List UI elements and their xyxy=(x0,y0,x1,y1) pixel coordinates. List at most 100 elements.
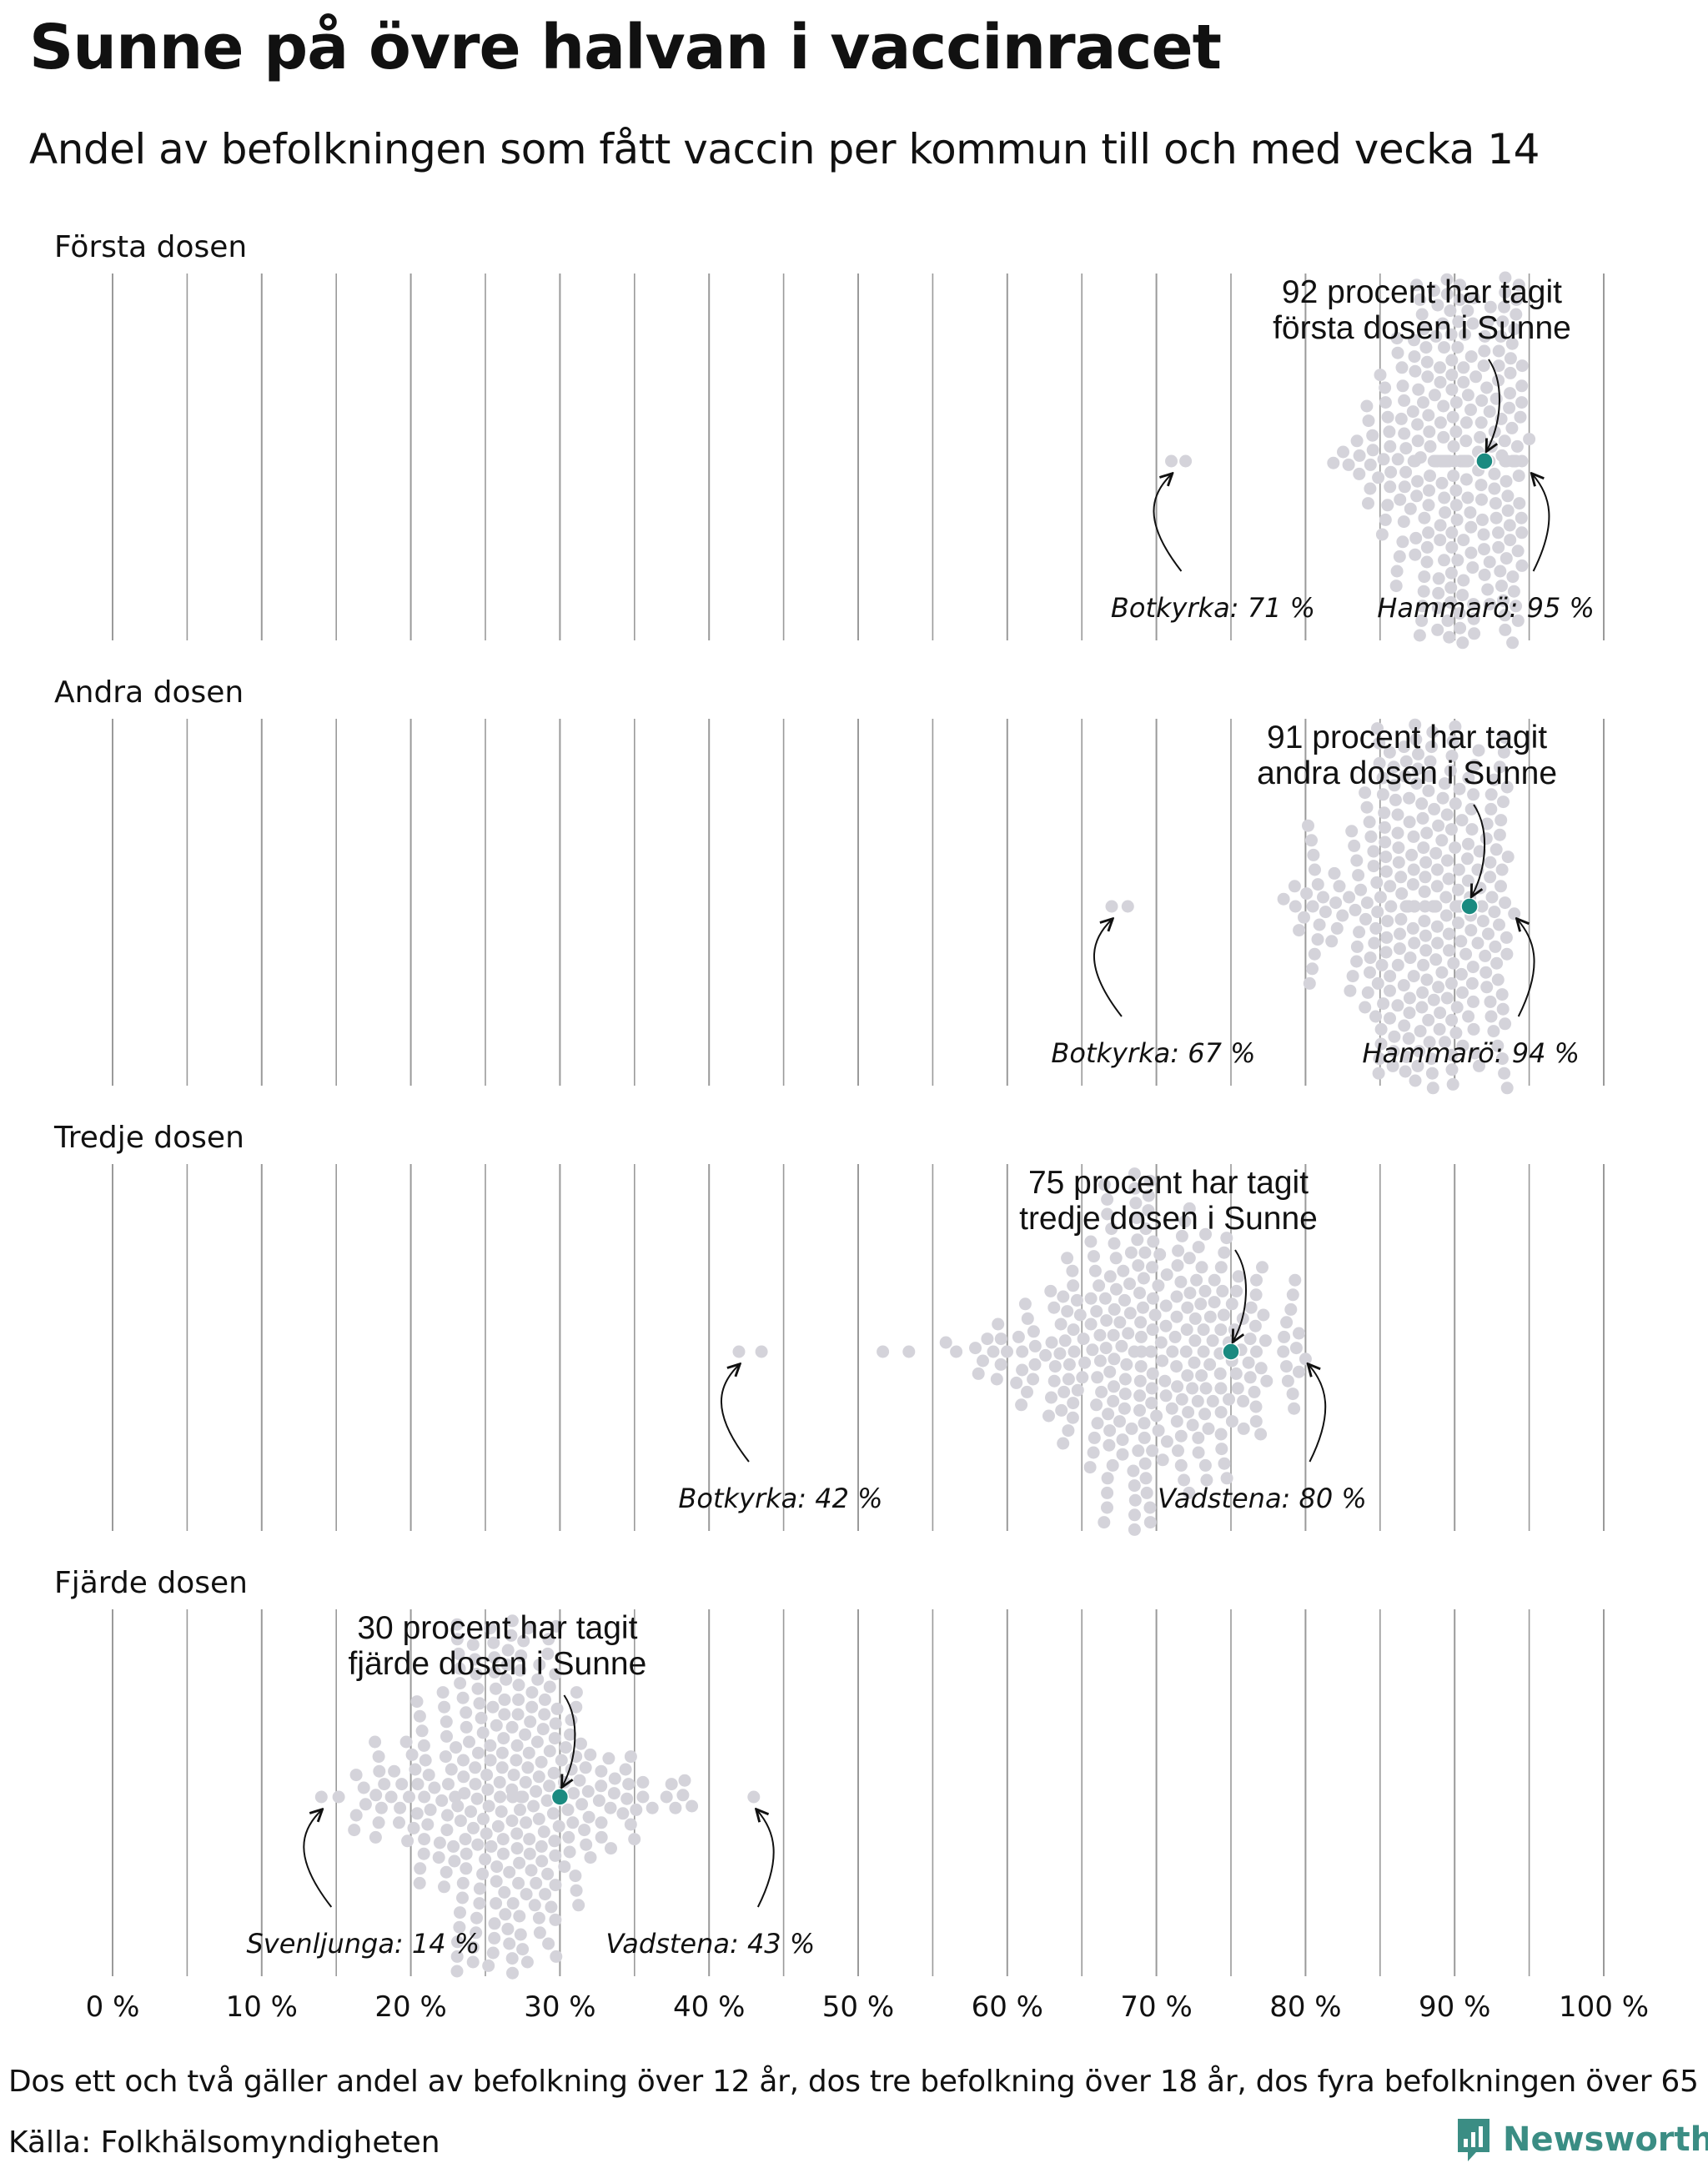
municipality-dot xyxy=(1397,979,1410,992)
municipality-dot xyxy=(510,1739,524,1752)
municipality-dot xyxy=(616,1807,630,1820)
municipality-dot xyxy=(592,1794,605,1807)
municipality-dot xyxy=(1459,947,1473,961)
municipality-dot xyxy=(1027,1325,1040,1338)
x-tick-label: 90 % xyxy=(1419,1990,1490,2024)
municipality-dot xyxy=(582,1810,595,1824)
municipality-dot xyxy=(546,1807,560,1820)
municipality-dot xyxy=(471,1682,485,1695)
municipality-dot xyxy=(636,1775,650,1789)
municipality-dot xyxy=(1501,504,1515,517)
municipality-dot xyxy=(1361,986,1374,999)
municipality-dot xyxy=(1373,1052,1386,1066)
municipality-dot xyxy=(1499,1017,1512,1031)
municipality-dot xyxy=(1488,482,1501,495)
municipality-dot xyxy=(570,1884,583,1897)
municipality-dot xyxy=(1128,1508,1141,1522)
highlight-annotation: tredje dosen i Sunne xyxy=(1019,1201,1318,1237)
municipality-dot xyxy=(595,1764,608,1778)
low-value-arrow xyxy=(303,1810,333,1908)
municipality-dot xyxy=(1045,1391,1057,1404)
municipality-dot xyxy=(1128,1493,1142,1507)
municipality-dot xyxy=(563,1845,576,1859)
municipality-dot xyxy=(1500,780,1514,794)
municipality-dot xyxy=(1451,341,1464,354)
municipality-dot xyxy=(1289,1342,1303,1355)
municipality-dot xyxy=(1388,779,1401,792)
municipality-dot xyxy=(1428,284,1440,297)
municipality-dot xyxy=(470,1926,483,1940)
municipality-dot xyxy=(572,1899,585,1912)
municipality-dot xyxy=(413,1876,426,1889)
municipality-dot xyxy=(498,1708,511,1721)
municipality-dot xyxy=(547,1766,560,1779)
municipality-dot xyxy=(1500,552,1513,565)
municipality-dot xyxy=(1383,745,1396,759)
municipality-dot xyxy=(1134,1360,1148,1373)
municipality-dot xyxy=(1130,1211,1143,1224)
municipality-dot xyxy=(415,1724,429,1738)
municipality-dot xyxy=(1028,1358,1042,1371)
municipality-dot xyxy=(1499,271,1512,284)
municipality-dot xyxy=(1444,328,1458,341)
municipality-dot xyxy=(1188,1356,1201,1369)
municipality-dot xyxy=(1422,499,1435,512)
municipality-dot xyxy=(524,1715,537,1729)
municipality-dot xyxy=(1061,1252,1074,1265)
municipality-dot xyxy=(1353,449,1366,462)
municipality-dot xyxy=(994,1358,1007,1371)
municipality-dot xyxy=(1360,800,1374,814)
municipality-dot xyxy=(575,1798,589,1811)
municipality-dot xyxy=(1432,819,1445,832)
municipality-dot xyxy=(1391,346,1404,359)
municipality-dot xyxy=(1434,519,1447,532)
municipality-dot xyxy=(1057,1290,1070,1303)
municipality-dot xyxy=(1249,1415,1263,1428)
municipality-dot xyxy=(1369,921,1383,935)
municipality-dot xyxy=(485,1839,498,1853)
municipality-dot xyxy=(569,1869,582,1883)
municipality-dot xyxy=(1403,791,1416,805)
municipality-dot xyxy=(1384,465,1398,479)
municipality-dot xyxy=(1462,771,1475,785)
municipality-dot xyxy=(1165,454,1178,468)
municipality-dot xyxy=(1466,561,1479,575)
municipality-dot xyxy=(332,1790,345,1804)
municipality-dot xyxy=(506,1897,520,1910)
municipality-dot xyxy=(505,1629,518,1642)
municipality-dot xyxy=(1367,860,1380,873)
municipality-dot xyxy=(1319,906,1332,919)
municipality-dot xyxy=(1066,1411,1079,1424)
municipality-dot xyxy=(1071,1383,1084,1397)
municipality-dot xyxy=(1440,991,1454,1005)
municipality-dot xyxy=(1105,1222,1118,1236)
municipality-dot xyxy=(1254,1428,1268,1441)
panel-label: Andra dosen xyxy=(54,675,244,710)
x-axis: 0 % 10 % 20 % 30 % 40 % 50 % 60 % 70 % 80 % 90 % 1… xyxy=(86,1990,1649,2024)
municipality-dot xyxy=(410,1695,424,1709)
municipality-dot xyxy=(1444,976,1458,990)
municipality-dot xyxy=(1159,1319,1173,1332)
municipality-dot xyxy=(1457,574,1470,587)
municipality-dot xyxy=(1478,329,1491,343)
municipality-dot xyxy=(1501,489,1515,503)
municipality-dot xyxy=(1172,1444,1184,1458)
municipality-dot xyxy=(1133,1374,1147,1388)
municipality-dot xyxy=(1419,341,1433,354)
municipality-dot xyxy=(436,1686,450,1699)
municipality-dot xyxy=(1472,744,1485,757)
municipality-dot xyxy=(1083,1461,1097,1474)
municipality-dot xyxy=(1333,880,1346,893)
municipality-dot xyxy=(1431,936,1444,950)
municipality-dot xyxy=(369,1789,383,1802)
municipality-dot xyxy=(1106,1458,1119,1472)
municipality-dot xyxy=(463,1735,475,1749)
newsworthy-logo[interactable]: Newsworthy xyxy=(1454,2115,1708,2165)
municipality-dot xyxy=(1418,511,1431,524)
municipality-dot xyxy=(1195,1261,1208,1274)
municipality-dot xyxy=(686,1799,699,1813)
municipality-dot xyxy=(1380,931,1394,944)
municipality-dot xyxy=(1421,370,1434,384)
municipality-dot xyxy=(501,1922,515,1935)
municipality-dot xyxy=(512,1693,525,1706)
